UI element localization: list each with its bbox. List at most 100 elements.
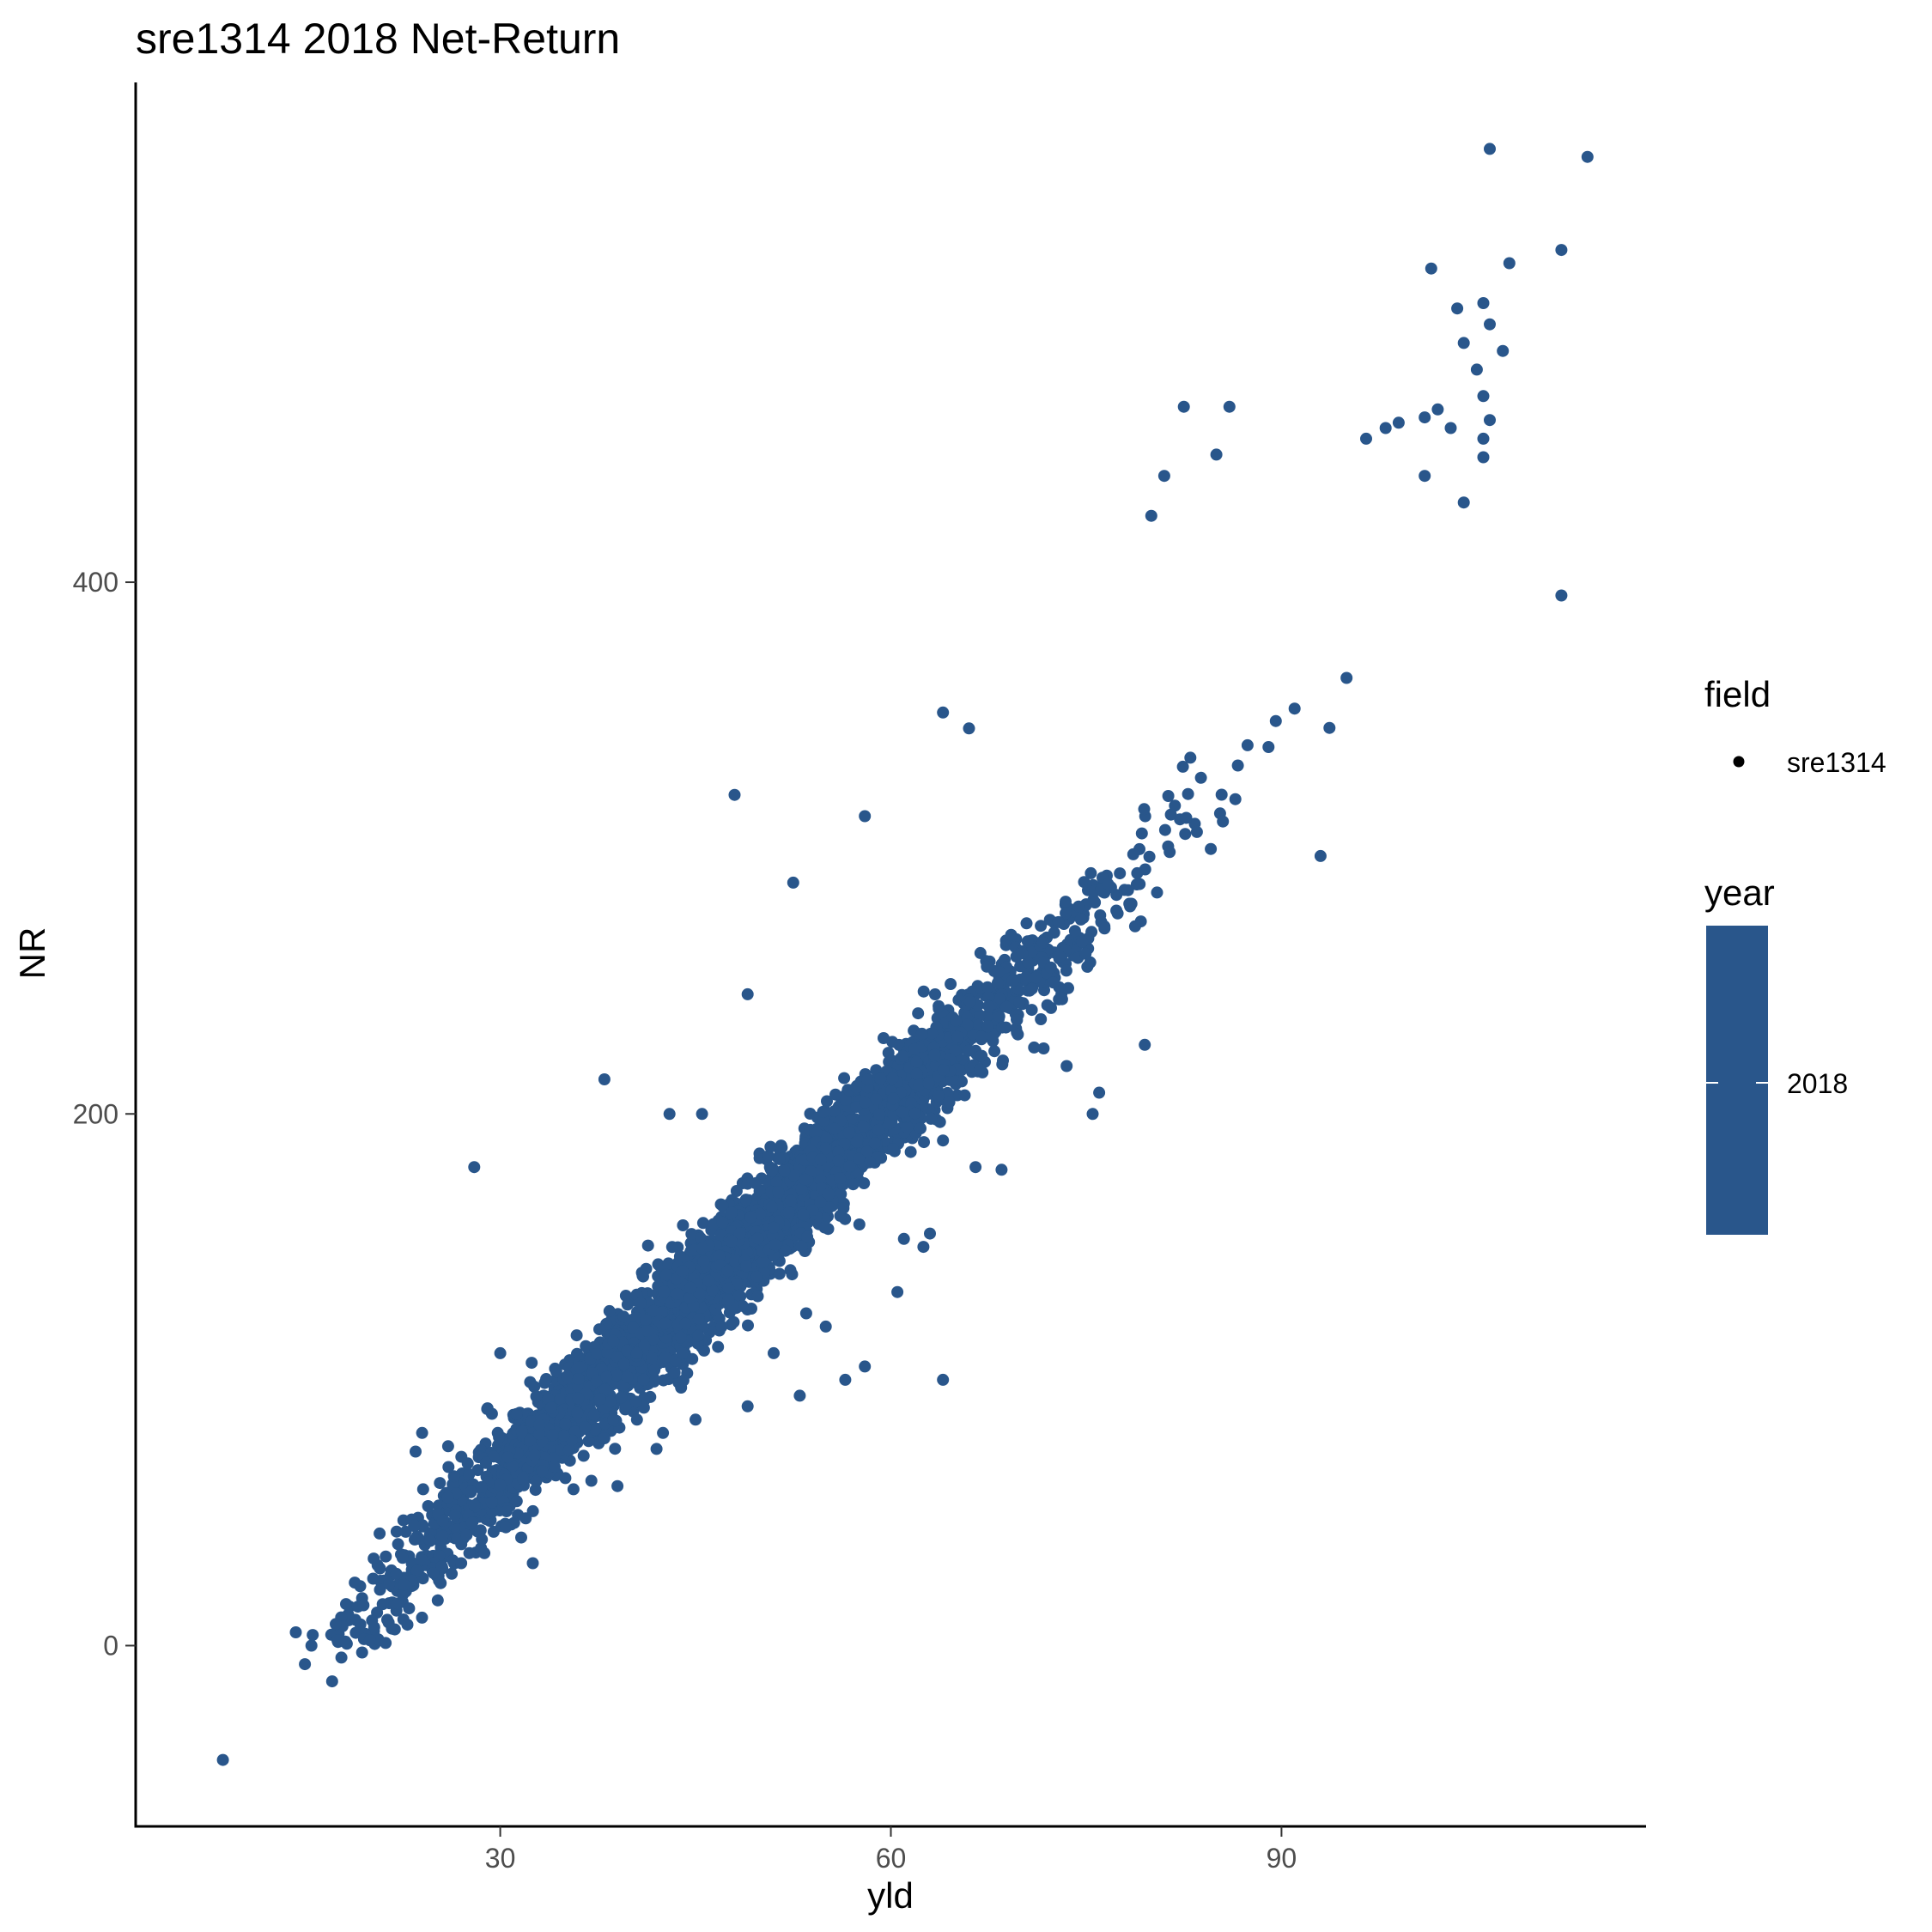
- data-point: [533, 1419, 546, 1431]
- data-point: [609, 1443, 622, 1455]
- data-point: [999, 1021, 1012, 1034]
- data-point: [820, 1133, 833, 1145]
- data-point: [819, 1320, 832, 1333]
- data-point: [441, 1440, 454, 1453]
- data-point: [850, 1135, 863, 1148]
- data-point: [961, 1018, 974, 1031]
- data-point: [870, 1093, 883, 1106]
- data-point: [764, 1140, 777, 1153]
- data-point: [390, 1525, 403, 1538]
- data-point: [684, 1281, 697, 1294]
- data-point: [933, 999, 945, 1012]
- data-point: [1223, 400, 1236, 413]
- data-point: [818, 1221, 831, 1234]
- data-point: [750, 1270, 763, 1283]
- data-point: [739, 1194, 752, 1206]
- data-point: [374, 1562, 386, 1575]
- data-point: [591, 1347, 604, 1360]
- data-point: [715, 1320, 728, 1333]
- data-point: [590, 1374, 603, 1387]
- data-point: [554, 1393, 567, 1406]
- data-point: [943, 1096, 956, 1109]
- data-point: [782, 1206, 795, 1219]
- data-point: [993, 992, 1006, 1005]
- data-point: [886, 1072, 899, 1084]
- data-point: [692, 1329, 705, 1342]
- data-point: [390, 1567, 403, 1580]
- data-point: [507, 1460, 519, 1473]
- data-point: [650, 1443, 663, 1455]
- data-point: [981, 1020, 994, 1033]
- data-point: [580, 1340, 592, 1352]
- data-point: [1470, 363, 1483, 376]
- data-point: [1262, 741, 1275, 753]
- data-point: [1157, 470, 1170, 483]
- data-point: [784, 1194, 797, 1207]
- data-point: [617, 1358, 630, 1370]
- data-point: [799, 1173, 811, 1186]
- data-point: [975, 1049, 988, 1062]
- data-point: [1037, 1042, 1050, 1054]
- data-point: [1288, 702, 1301, 715]
- data-point: [659, 1268, 672, 1281]
- data-point: [1054, 951, 1066, 963]
- data-point: [475, 1481, 488, 1493]
- data-point: [797, 1208, 810, 1221]
- data-point: [858, 1177, 871, 1189]
- data-point: [924, 1227, 936, 1240]
- data-point: [1180, 811, 1193, 824]
- data-point: [958, 1089, 971, 1102]
- data-point: [528, 1380, 541, 1393]
- data-point: [690, 1413, 702, 1426]
- data-point: [567, 1483, 580, 1496]
- data-point: [847, 1178, 860, 1191]
- data-point: [442, 1461, 455, 1473]
- data-point: [974, 1063, 987, 1076]
- data-point: [1503, 257, 1516, 270]
- data-point: [396, 1552, 409, 1564]
- data-point: [388, 1623, 401, 1636]
- data-point: [913, 1078, 926, 1091]
- y-tick-label: 0: [103, 1630, 118, 1661]
- data-point: [749, 1177, 762, 1189]
- data-point: [383, 1577, 396, 1590]
- data-point: [726, 1206, 738, 1219]
- data-point: [1128, 920, 1141, 933]
- data-point: [1076, 935, 1089, 948]
- data-point: [530, 1390, 543, 1403]
- data-point: [468, 1161, 481, 1174]
- data-point: [637, 1373, 650, 1386]
- data-point: [1079, 947, 1092, 960]
- data-point: [572, 1373, 585, 1385]
- data-point: [806, 1204, 819, 1216]
- data-point: [368, 1552, 380, 1565]
- data-point: [1025, 945, 1038, 958]
- data-point: [1019, 971, 1032, 984]
- data-point: [376, 1598, 389, 1611]
- data-point: [1041, 999, 1054, 1012]
- data-point: [465, 1485, 477, 1498]
- data-point: [853, 1218, 866, 1230]
- data-point: [926, 1027, 939, 1040]
- data-point: [696, 1108, 708, 1121]
- data-point: [401, 1619, 414, 1631]
- data-point: [646, 1352, 658, 1364]
- data-point: [904, 1145, 917, 1158]
- data-point: [463, 1467, 476, 1480]
- legend: field sre1314 year 2018: [1704, 674, 1886, 1235]
- legend-field-point: [1733, 756, 1745, 768]
- data-point: [349, 1577, 361, 1589]
- data-point: [1164, 808, 1177, 821]
- legend-year-title: year: [1704, 872, 1775, 913]
- data-point: [677, 1374, 690, 1387]
- data-point: [422, 1500, 434, 1512]
- data-point: [1022, 956, 1035, 969]
- data-point: [712, 1340, 725, 1353]
- legend-field-entry: sre1314: [1787, 747, 1886, 778]
- data-point: [500, 1521, 513, 1534]
- data-point: [478, 1546, 491, 1559]
- data-point: [533, 1428, 545, 1441]
- data-point: [787, 1169, 800, 1182]
- data-point: [1068, 925, 1081, 938]
